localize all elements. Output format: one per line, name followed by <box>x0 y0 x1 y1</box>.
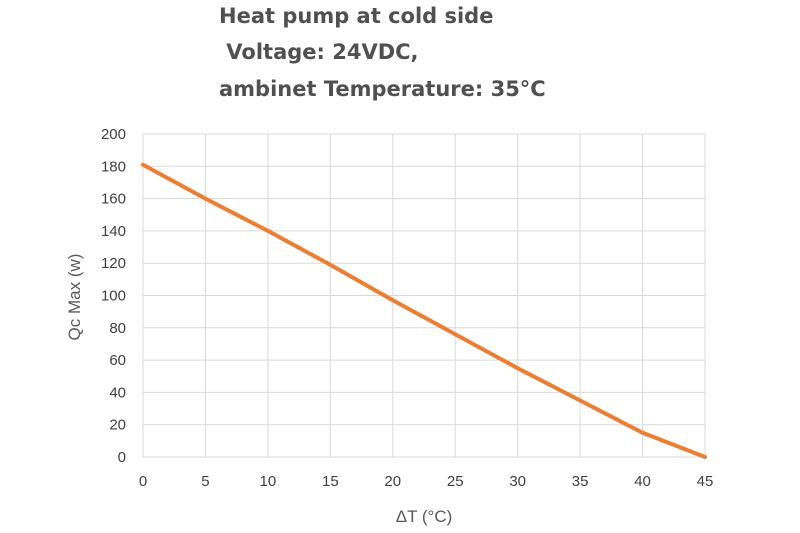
y-tick-label-40: 40 <box>109 384 126 401</box>
y-axis-ticks: 0 20 40 60 80 100 120 140 160 180 200 <box>101 126 126 466</box>
x-tick-label-5: 5 <box>201 473 209 490</box>
y-tick-label-160: 160 <box>101 191 126 208</box>
y-tick-label-140: 140 <box>101 223 126 240</box>
x-tick-label-20: 20 <box>384 473 401 490</box>
y-tick-label-200: 200 <box>101 126 126 143</box>
x-tick-label-15: 15 <box>322 473 339 490</box>
x-axis-ticks: 0 5 10 15 20 25 30 35 40 45 <box>139 473 714 490</box>
y-tick-label-80: 80 <box>109 320 126 337</box>
x-tick-label-25: 25 <box>447 473 464 490</box>
chart-title-line-2: Voltage: 24VDC, <box>219 40 419 64</box>
x-tick-label-45: 45 <box>697 473 714 490</box>
x-tick-label-40: 40 <box>634 473 651 490</box>
chart-title-line-1: Heat pump at cold side <box>219 4 494 28</box>
chart-title-line-3: ambinet Temperature: 35°C <box>219 77 546 101</box>
y-tick-label-100: 100 <box>101 288 126 305</box>
y-tick-label-60: 60 <box>109 352 126 369</box>
y-axis-title: Qc Max (w) <box>65 254 84 341</box>
x-tick-label-10: 10 <box>260 473 277 490</box>
y-tick-label-180: 180 <box>101 158 126 175</box>
series-layer <box>141 162 707 459</box>
y-tick-label-120: 120 <box>101 255 126 272</box>
y-tick-label-20: 20 <box>109 417 126 434</box>
chart-title: Heat pump at cold side Voltage: 24VDC, a… <box>0 0 800 110</box>
x-tick-label-0: 0 <box>139 473 147 490</box>
x-tick-label-35: 35 <box>572 473 589 490</box>
x-axis-title: ΔT (°C) <box>396 507 453 526</box>
y-tick-label-0: 0 <box>118 449 126 466</box>
series-line-0 <box>141 162 707 459</box>
x-tick-label-30: 30 <box>509 473 526 490</box>
grid-lines <box>142 133 706 458</box>
